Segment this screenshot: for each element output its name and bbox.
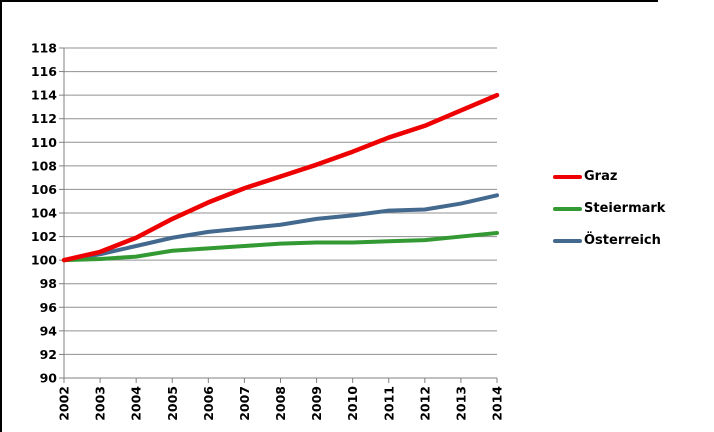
legend-line-swatch-graz bbox=[553, 174, 582, 179]
y-tick-label: 102 bbox=[31, 229, 57, 244]
x-tick-label: 2012 bbox=[417, 386, 432, 421]
x-tick-label: 2013 bbox=[453, 386, 468, 421]
x-tick-label: 2005 bbox=[165, 386, 180, 421]
legend-line-swatch-steiermark bbox=[553, 206, 582, 211]
y-tick-label: 110 bbox=[31, 135, 57, 150]
x-tick-label: 2010 bbox=[345, 386, 360, 421]
screenshot-border-top bbox=[0, 0, 658, 2]
legend-item-oesterreich: Österreich bbox=[553, 231, 665, 250]
y-tick-label: 90 bbox=[40, 371, 58, 386]
y-tick-label: 106 bbox=[31, 182, 57, 197]
y-tick-label: 108 bbox=[31, 158, 57, 173]
legend-label: Steiermark bbox=[584, 201, 666, 216]
y-tick-label: 104 bbox=[31, 206, 57, 221]
x-tick-label: 2014 bbox=[490, 386, 505, 421]
y-tick-label: 92 bbox=[40, 347, 57, 362]
legend-label: Graz bbox=[584, 169, 618, 184]
legend-item-graz: Graz bbox=[553, 167, 665, 186]
x-tick-label: 2006 bbox=[201, 386, 216, 421]
chart-legend: Graz Steiermark Österreich bbox=[553, 167, 665, 250]
y-tick-label: 100 bbox=[31, 253, 57, 268]
series-line-graz bbox=[61, 92, 500, 263]
series-line-steiermark bbox=[62, 231, 499, 263]
x-tick-label: 2009 bbox=[309, 386, 324, 421]
y-tick-label: 112 bbox=[31, 111, 57, 126]
y-tick-label: 118 bbox=[31, 41, 57, 56]
y-tick-label: 96 bbox=[40, 300, 58, 315]
x-tick-label: 2003 bbox=[93, 386, 108, 421]
x-tick-label: 2004 bbox=[129, 386, 144, 421]
x-tick-label: 2002 bbox=[57, 386, 72, 421]
x-tick-label: 2008 bbox=[273, 386, 288, 421]
x-tick-label: 2011 bbox=[381, 386, 396, 421]
y-tick-label: 98 bbox=[40, 276, 57, 291]
y-tick-label: 116 bbox=[31, 64, 57, 79]
series-line-österreich bbox=[62, 193, 499, 263]
screenshot-border-left bbox=[0, 0, 2, 432]
y-tick-label: 94 bbox=[40, 323, 58, 338]
legend-line-swatch-oesterreich bbox=[553, 238, 582, 243]
x-tick-label: 2007 bbox=[237, 386, 252, 421]
y-tick-label: 114 bbox=[31, 88, 57, 103]
legend-item-steiermark: Steiermark bbox=[553, 199, 665, 218]
legend-label: Österreich bbox=[584, 233, 661, 248]
